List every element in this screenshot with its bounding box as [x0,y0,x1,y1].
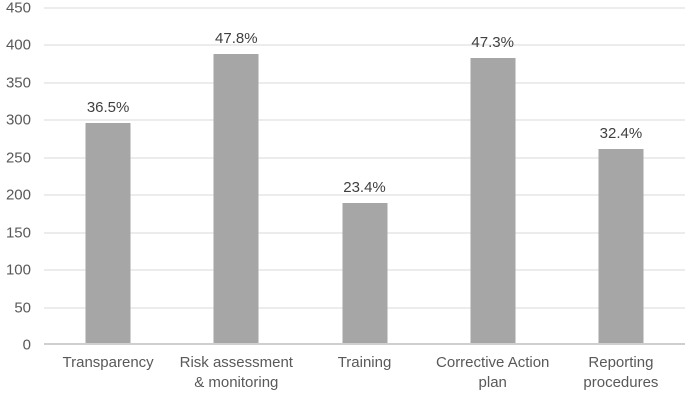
plot-area: 36.5% 47.8% 23.4% 47.3% 32.4% [44,7,685,345]
bar-slot-risk-assessment-monitoring: 47.8% [172,8,300,345]
x-tick-label-corrective-action-plan: Corrective Action plan [436,354,550,392]
bar-training [342,202,387,345]
gridline [44,82,685,84]
bar-slot-reporting-procedures: 32.4% [557,8,685,345]
bar-slot-training: 23.4% [300,8,428,345]
data-label-reporting-procedures: 32.4% [599,124,643,142]
y-tick-label: 0 [22,336,31,354]
y-tick-label: 50 [14,299,31,317]
y-axis: 0 50 100 150 200 250 300 350 400 450 [0,1,44,353]
y-tick-label: 100 [5,261,31,279]
data-label-risk-assessment-monitoring: 47.8% [215,30,258,48]
data-label-training: 23.4% [343,178,386,196]
bar-corrective-action-plan [470,58,516,345]
x-axis-line [44,343,685,345]
y-tick-label: 200 [5,186,31,204]
data-label-corrective-action-plan: 47.3% [471,34,514,52]
x-tick-label-risk-assessment-monitoring: Risk assessment & monitoring [179,354,293,392]
x-tick-label-reporting-procedures: Reporting procedures [583,354,659,392]
bar-slot-corrective-action-plan: 47.3% [429,8,557,345]
y-tick-label: 300 [5,111,31,129]
x-tick-label-transparency: Transparency [62,354,154,371]
gridline [44,119,685,121]
y-tick-label: 250 [5,149,31,167]
y-tick-label: 400 [5,36,31,54]
y-tick-label: 450 [5,0,31,17]
gridline [44,157,685,159]
y-tick-label: 350 [5,74,31,92]
gridline [44,44,685,46]
bar-slot-transparency: 36.5% [44,8,172,345]
gridline [44,194,685,196]
y-tick-label: 150 [5,224,31,242]
bar-reporting-procedures [598,148,644,345]
gridline [44,7,685,9]
x-tick-label-training: Training [337,354,392,371]
bars-row: 36.5% 47.8% 23.4% 47.3% 32.4% [44,8,685,345]
bar-risk-assessment-monitoring [213,54,259,345]
bar-transparency [85,123,131,345]
data-label-transparency: 36.5% [86,99,130,117]
x-axis: Transparency Risk assessment & monitoring… [44,353,685,394]
